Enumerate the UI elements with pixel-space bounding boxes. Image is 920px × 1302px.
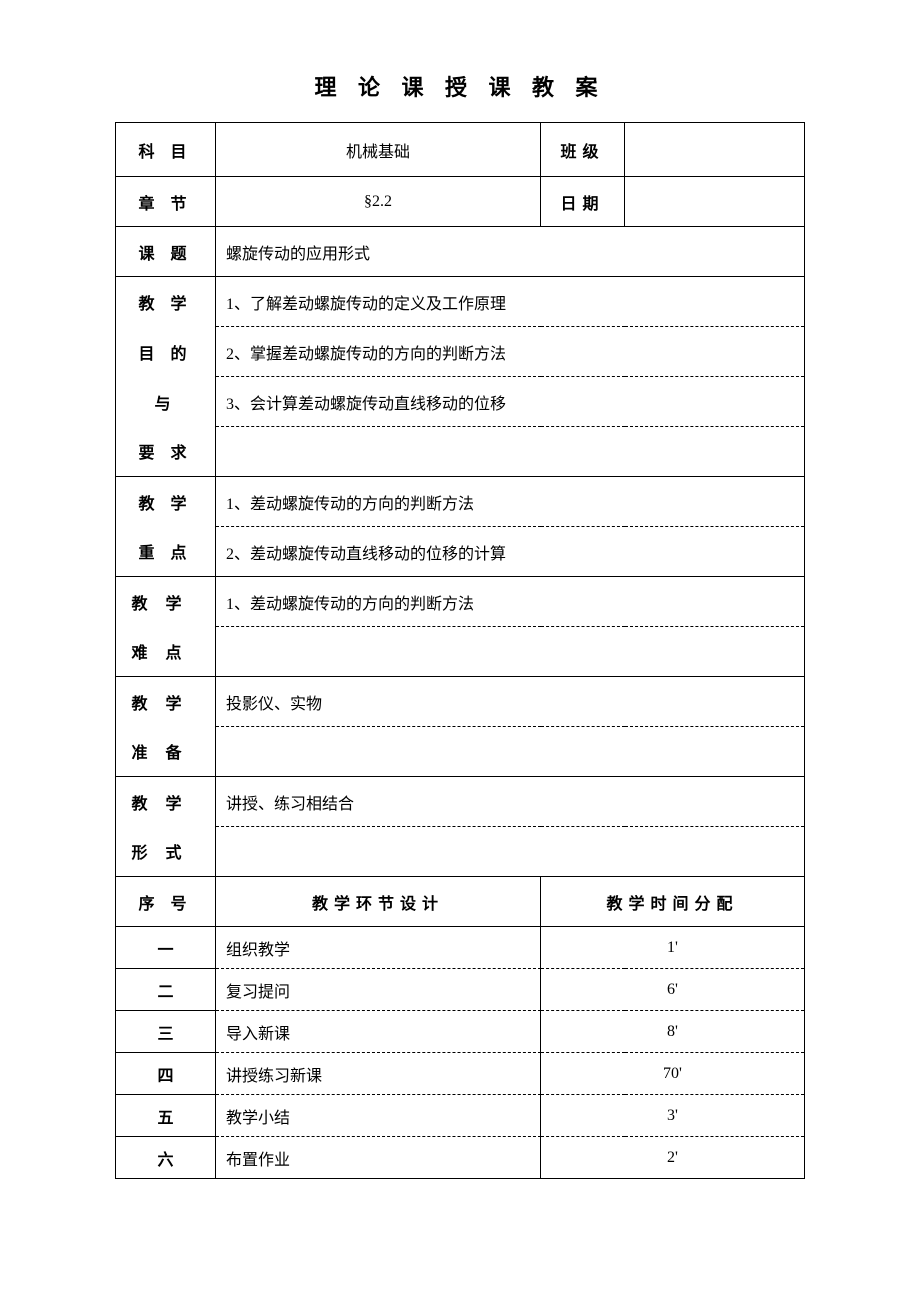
format-label-2: 形式 <box>116 827 216 877</box>
schedule-activity-5: 教学小结 <box>216 1095 541 1137</box>
schedule-num-1: 一 <box>116 927 216 969</box>
schedule-activity-1: 组织教学 <box>216 927 541 969</box>
schedule-activity-4: 讲授练习新课 <box>216 1053 541 1095</box>
schedule-time-3: 8' <box>541 1011 805 1053</box>
schedule-time-5: 3' <box>541 1095 805 1137</box>
preparation-line-2 <box>216 727 805 777</box>
date-value <box>625 177 805 227</box>
chapter-value: §2.2 <box>216 177 541 227</box>
schedule-design-header: 教学环节设计 <box>216 877 541 927</box>
format-line-1: 讲授、练习相结合 <box>216 777 805 827</box>
page-title: 理 论 课 授 课 教 案 <box>115 70 805 102</box>
objectives-line-4 <box>216 427 805 477</box>
difficulty-label-2: 难点 <box>116 627 216 677</box>
class-label: 班级 <box>541 123 625 177</box>
schedule-time-2: 6' <box>541 969 805 1011</box>
class-value <box>625 123 805 177</box>
schedule-time-4: 70' <box>541 1053 805 1095</box>
schedule-num-2: 二 <box>116 969 216 1011</box>
difficulty-line-1: 1、差动螺旋传动的方向的判断方法 <box>216 577 805 627</box>
objectives-line-1: 1、了解差动螺旋传动的定义及工作原理 <box>216 277 805 327</box>
objectives-label-4: 要 求 <box>116 427 216 477</box>
preparation-line-1: 投影仪、实物 <box>216 677 805 727</box>
schedule-time-6: 2' <box>541 1137 805 1179</box>
difficulty-line-2 <box>216 627 805 677</box>
schedule-num-4: 四 <box>116 1053 216 1095</box>
objectives-label-2: 目 的 <box>116 327 216 377</box>
chapter-label: 章 节 <box>116 177 216 227</box>
schedule-num-6: 六 <box>116 1137 216 1179</box>
topic-label: 课 题 <box>116 227 216 277</box>
format-label-1: 教学 <box>116 777 216 827</box>
difficulty-label-1: 教学 <box>116 577 216 627</box>
keypoints-line-2: 2、差动螺旋传动直线移动的位移的计算 <box>216 527 805 577</box>
keypoints-label-1: 教 学 <box>116 477 216 527</box>
schedule-activity-2: 复习提问 <box>216 969 541 1011</box>
topic-value: 螺旋传动的应用形式 <box>216 227 805 277</box>
subject-label: 科 目 <box>116 123 216 177</box>
preparation-label-1: 教学 <box>116 677 216 727</box>
objectives-label-3: 与 <box>116 377 216 427</box>
subject-value: 机械基础 <box>216 123 541 177</box>
preparation-label-2: 准备 <box>116 727 216 777</box>
schedule-time-1: 1' <box>541 927 805 969</box>
keypoints-line-1: 1、差动螺旋传动的方向的判断方法 <box>216 477 805 527</box>
schedule-time-header: 教学时间分配 <box>541 877 805 927</box>
objectives-line-3: 3、会计算差动螺旋传动直线移动的位移 <box>216 377 805 427</box>
schedule-activity-3: 导入新课 <box>216 1011 541 1053</box>
objectives-line-2: 2、掌握差动螺旋传动的方向的判断方法 <box>216 327 805 377</box>
date-label: 日期 <box>541 177 625 227</box>
objectives-label-1: 教 学 <box>116 277 216 327</box>
schedule-num-3: 三 <box>116 1011 216 1053</box>
schedule-num-5: 五 <box>116 1095 216 1137</box>
lesson-plan-table: 科 目 机械基础 班级 章 节 §2.2 日期 课 题 螺旋传动的应用形式 教 … <box>115 122 805 1179</box>
keypoints-label-2: 重 点 <box>116 527 216 577</box>
schedule-seq-header: 序 号 <box>116 877 216 927</box>
format-line-2 <box>216 827 805 877</box>
schedule-activity-6: 布置作业 <box>216 1137 541 1179</box>
